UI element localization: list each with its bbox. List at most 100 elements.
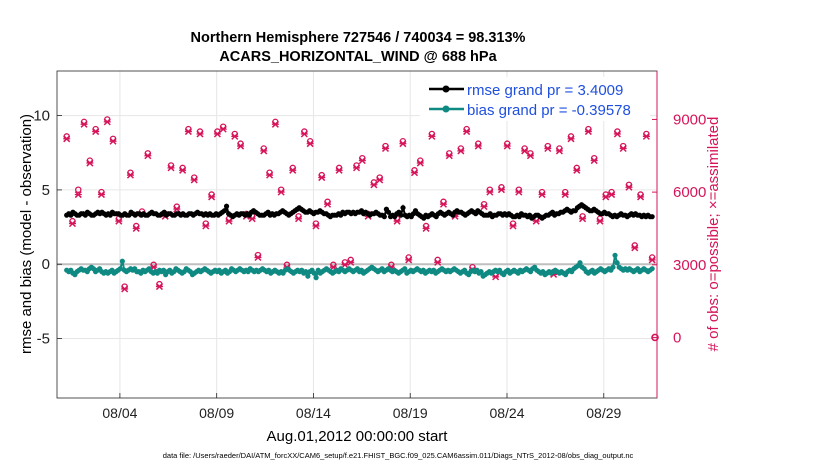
obs-assimilated-point — [642, 132, 650, 140]
left-axis-ticks: 10 5 0 -5 — [33, 108, 62, 348]
bias-point — [119, 258, 125, 264]
obs-assimilated-point — [573, 166, 581, 174]
obs-assimilated-point — [97, 191, 105, 199]
obs-assimilated-point — [457, 147, 465, 155]
obs-assimilated-point — [225, 217, 233, 225]
x-tick-label: 08/04 — [102, 405, 137, 421]
obs-assimilated-point — [596, 217, 604, 225]
obs-assimilated-point — [347, 258, 355, 266]
obs-assimilated-point — [109, 137, 117, 145]
obs-assimilated-point — [231, 132, 239, 140]
obs-assimilated-point — [295, 215, 303, 223]
bias-point — [649, 266, 655, 272]
obs-assimilated-point — [237, 142, 245, 150]
obs-assimilated-point — [121, 285, 129, 293]
obs-assimilated-point — [416, 159, 424, 167]
y2-tick-label: 0 — [673, 329, 681, 346]
obs-assimilated-point — [590, 157, 598, 165]
obs-assimilated-point — [68, 220, 77, 228]
obs-assimilated-point — [115, 217, 123, 225]
y-axis-label: rmse and bias (model - observation) — [18, 114, 35, 354]
rmse-point — [221, 208, 228, 214]
y2-tick-label: 3000 — [673, 257, 706, 274]
obs-assimilated-point — [103, 118, 111, 126]
bias-point — [313, 275, 319, 281]
obs-assimilated-point — [625, 183, 633, 191]
obs-assimilated-point — [92, 128, 100, 136]
obs-assimilated-point — [132, 224, 140, 232]
right-axis-ticks: 9000 6000 3000 0 — [652, 111, 706, 346]
obs-assimilated-point — [637, 193, 645, 201]
x-tick-label: 08/09 — [199, 405, 234, 421]
obs-assimilated-point — [196, 130, 204, 138]
chart-title: Northern Hemisphere 727546 / 740034 = 98… — [191, 30, 526, 46]
obs-assimilated-point — [428, 132, 436, 140]
obs-assimilated-point — [63, 135, 71, 143]
bias-point — [305, 273, 311, 279]
obs-assimilated-point — [184, 128, 192, 136]
obs-assimilated-point — [190, 176, 198, 184]
obs-assimilated-point — [376, 176, 384, 184]
x-tick-label: 08/29 — [586, 405, 621, 421]
obs-assimilated-point — [324, 200, 332, 208]
obs-count-markers — [63, 116, 659, 342]
obs-assimilated-point — [515, 188, 523, 196]
obs-assimilated-point — [370, 181, 378, 189]
rmse-point — [400, 205, 406, 211]
obs-assimilated-point — [439, 200, 448, 208]
obs-assimilated-point — [631, 244, 639, 252]
obs-assimilated-point — [173, 205, 181, 213]
obs-assimilated-point — [358, 157, 366, 165]
y-tick-label: 0 — [42, 256, 50, 273]
obs-assimilated-point — [179, 166, 187, 174]
obs-assimilated-point — [144, 152, 152, 160]
x-axis-ticks: 08/04 08/09 08/14 08/19 08/24 08/29 — [102, 393, 621, 421]
obs-assimilated-point — [422, 224, 430, 232]
x-tick-label: 08/14 — [296, 405, 331, 421]
legend-bias-label: bias grand pr = -0.39578 — [467, 102, 631, 119]
rmse-point — [223, 203, 230, 209]
legend-box — [420, 77, 650, 121]
obs-assimilated-point — [486, 188, 494, 196]
y-tick-label: -5 — [37, 331, 50, 348]
obs-assimilated-point — [306, 140, 314, 148]
obs-assimilated-point — [561, 191, 569, 199]
obs-assimilated-point — [381, 144, 390, 153]
x-axis-label: Aug.01,2012 00:00:00 start — [267, 428, 449, 445]
obs-assimilated-point — [579, 215, 587, 223]
obs-possible-point — [75, 186, 82, 193]
obs-assimilated-point — [613, 130, 621, 138]
obs-assimilated-point — [521, 147, 529, 155]
obs-assimilated-point — [405, 256, 413, 264]
obs-assimilated-point — [555, 147, 563, 155]
x-tick-label: 08/24 — [489, 405, 524, 421]
obs-assimilated-point — [538, 191, 546, 199]
bias-point — [117, 266, 123, 272]
obs-assimilated-point — [584, 128, 592, 136]
legend: rmse grand pr = 3.4009 bias grand pr = -… — [420, 77, 650, 121]
obs-assimilated-point — [399, 140, 407, 148]
data-file-footer: data file: /Users/raeder/DAI/ATM_forcXX/… — [163, 451, 634, 460]
obs-assimilated-point — [74, 191, 82, 199]
bias-point — [612, 252, 618, 258]
obs-assimilated-point — [352, 164, 361, 172]
obs-assimilated-point — [492, 273, 500, 281]
bias-point — [610, 264, 616, 270]
obs-assimilated-point — [254, 253, 262, 262]
obs-assimilated-point — [474, 142, 482, 150]
legend-rmse-marker — [442, 85, 450, 93]
legend-rmse-label: rmse grand pr = 3.4009 — [467, 82, 623, 99]
y2-tick-label: 6000 — [673, 184, 706, 201]
y2-axis-label: # of obs: o=possible; ×=assimilated — [705, 117, 722, 352]
bias-point — [402, 266, 408, 272]
obs-assimilated-point — [155, 283, 163, 291]
obs-assimilated-point — [202, 222, 210, 230]
obs-assimilated-point — [335, 166, 343, 174]
obs-assimilated-point — [266, 171, 274, 179]
obs-assimilated-point — [277, 188, 285, 196]
obs-assimilated-point — [219, 125, 227, 133]
obs-assimilated-point — [497, 186, 505, 194]
rmse-point — [649, 214, 655, 220]
obs-assimilated-point — [410, 169, 419, 177]
